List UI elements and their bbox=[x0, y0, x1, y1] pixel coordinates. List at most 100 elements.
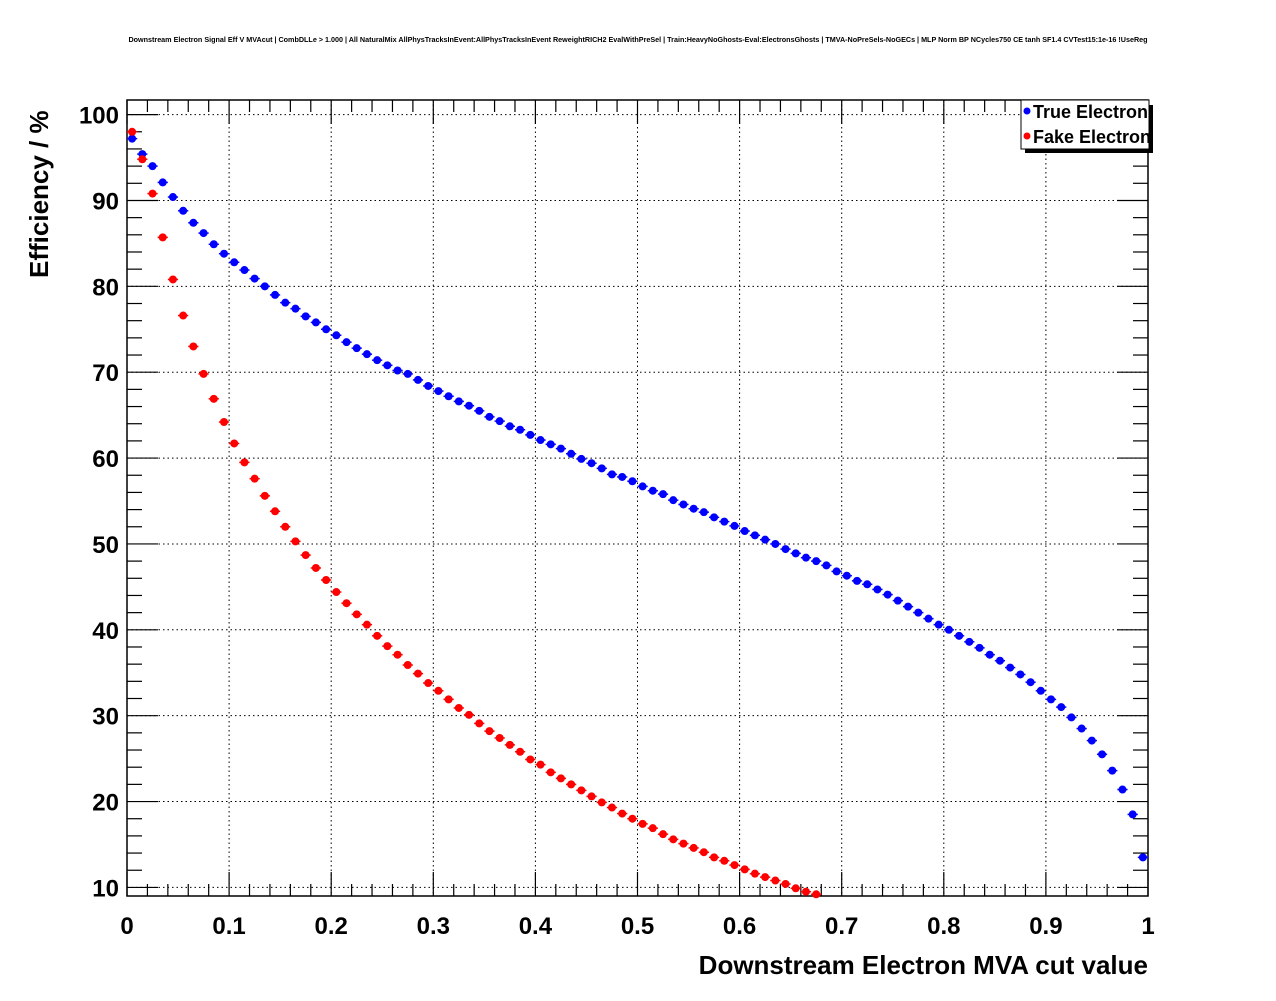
data-point bbox=[516, 425, 525, 434]
data-point bbox=[465, 710, 474, 719]
data-point bbox=[219, 249, 228, 258]
data-point bbox=[505, 422, 514, 431]
data-point bbox=[454, 703, 463, 712]
legend: True Electron Fake Electron bbox=[1020, 99, 1153, 153]
data-point bbox=[1118, 785, 1127, 794]
legend-label-true-electron: True Electron bbox=[1033, 102, 1148, 122]
data-point bbox=[567, 449, 576, 458]
data-point bbox=[924, 614, 933, 623]
axis-ticks bbox=[126, 100, 1149, 896]
x-tick-label: 1 bbox=[1141, 913, 1154, 940]
data-point bbox=[260, 491, 269, 500]
data-point bbox=[403, 661, 412, 670]
data-point bbox=[505, 740, 514, 749]
grid-lines bbox=[127, 100, 1148, 896]
data-point bbox=[240, 458, 249, 467]
data-point bbox=[148, 162, 157, 171]
y-axis-title: Efficiency / % bbox=[24, 110, 54, 278]
data-point bbox=[801, 553, 810, 562]
data-point bbox=[383, 361, 392, 370]
data-point bbox=[597, 798, 606, 807]
data-point bbox=[587, 459, 596, 468]
data-point bbox=[168, 193, 177, 202]
data-point bbox=[485, 412, 494, 421]
data-point bbox=[240, 266, 249, 275]
data-point bbox=[873, 585, 882, 594]
data-point bbox=[271, 507, 280, 516]
data-point bbox=[311, 318, 320, 327]
data-point bbox=[1006, 663, 1015, 672]
data-point bbox=[373, 631, 382, 640]
data-point bbox=[842, 571, 851, 580]
data-point bbox=[771, 539, 780, 548]
y-tick-label: 80 bbox=[92, 274, 119, 301]
data-point bbox=[1138, 853, 1147, 862]
data-point bbox=[955, 631, 964, 640]
data-point bbox=[934, 620, 943, 629]
data-point bbox=[230, 258, 239, 267]
data-point bbox=[291, 304, 300, 313]
data-point bbox=[332, 331, 341, 340]
data-point bbox=[413, 669, 422, 678]
data-point bbox=[291, 537, 300, 546]
data-point bbox=[393, 650, 402, 659]
data-point bbox=[1026, 678, 1035, 687]
data-point bbox=[138, 155, 147, 164]
data-point bbox=[495, 734, 504, 743]
data-point bbox=[801, 887, 810, 896]
data-point bbox=[189, 218, 198, 227]
data-point bbox=[904, 602, 913, 611]
x-tick-label: 0 bbox=[120, 913, 133, 940]
data-point bbox=[281, 298, 290, 307]
x-tick-label: 0.1 bbox=[212, 913, 245, 940]
data-point bbox=[209, 394, 218, 403]
data-point bbox=[740, 865, 749, 874]
data-point bbox=[975, 643, 984, 652]
data-point bbox=[577, 454, 586, 463]
data-point bbox=[689, 843, 698, 852]
data-point bbox=[771, 876, 780, 885]
data-point bbox=[444, 392, 453, 401]
legend-box bbox=[1020, 99, 1150, 150]
chart-title: Downstream Electron Signal Eff V MVAcut … bbox=[128, 35, 1147, 44]
data-point bbox=[883, 590, 892, 599]
data-point bbox=[638, 819, 647, 828]
data-point bbox=[822, 561, 831, 570]
data-point bbox=[699, 848, 708, 857]
data-point bbox=[219, 418, 228, 427]
data-point bbox=[301, 551, 310, 560]
data-point bbox=[1057, 703, 1066, 712]
data-point bbox=[342, 338, 351, 347]
y-tick-label: 70 bbox=[92, 360, 119, 387]
data-point bbox=[271, 290, 280, 299]
data-point bbox=[750, 869, 759, 878]
data-point bbox=[424, 679, 433, 688]
y-tick-labels: 10 20 30 40 50 60 70 80 90 100 bbox=[79, 103, 119, 903]
legend-marker-fake-electron bbox=[1023, 132, 1031, 140]
data-point bbox=[985, 650, 994, 659]
plot-border bbox=[126, 99, 1149, 897]
x-tick-label: 0.4 bbox=[519, 913, 553, 940]
data-point bbox=[434, 686, 443, 695]
data-point bbox=[444, 695, 453, 704]
y-tick-label: 100 bbox=[79, 103, 119, 130]
data-point bbox=[526, 755, 535, 764]
data-point bbox=[158, 178, 167, 187]
data-point bbox=[230, 439, 239, 448]
data-point bbox=[730, 521, 739, 530]
data-point bbox=[260, 282, 269, 291]
data-point bbox=[1087, 736, 1096, 745]
data-point bbox=[730, 861, 739, 870]
data-point bbox=[434, 387, 443, 396]
data-point bbox=[556, 444, 565, 453]
data-point bbox=[659, 490, 668, 499]
data-point bbox=[465, 401, 474, 410]
x-tick-label: 0.6 bbox=[723, 913, 756, 940]
data-point bbox=[995, 656, 1004, 665]
data-point bbox=[689, 504, 698, 513]
data-point bbox=[322, 576, 331, 585]
data-point bbox=[781, 879, 790, 888]
x-tick-label: 0.3 bbox=[417, 913, 450, 940]
data-point bbox=[311, 563, 320, 572]
data-point bbox=[454, 397, 463, 406]
